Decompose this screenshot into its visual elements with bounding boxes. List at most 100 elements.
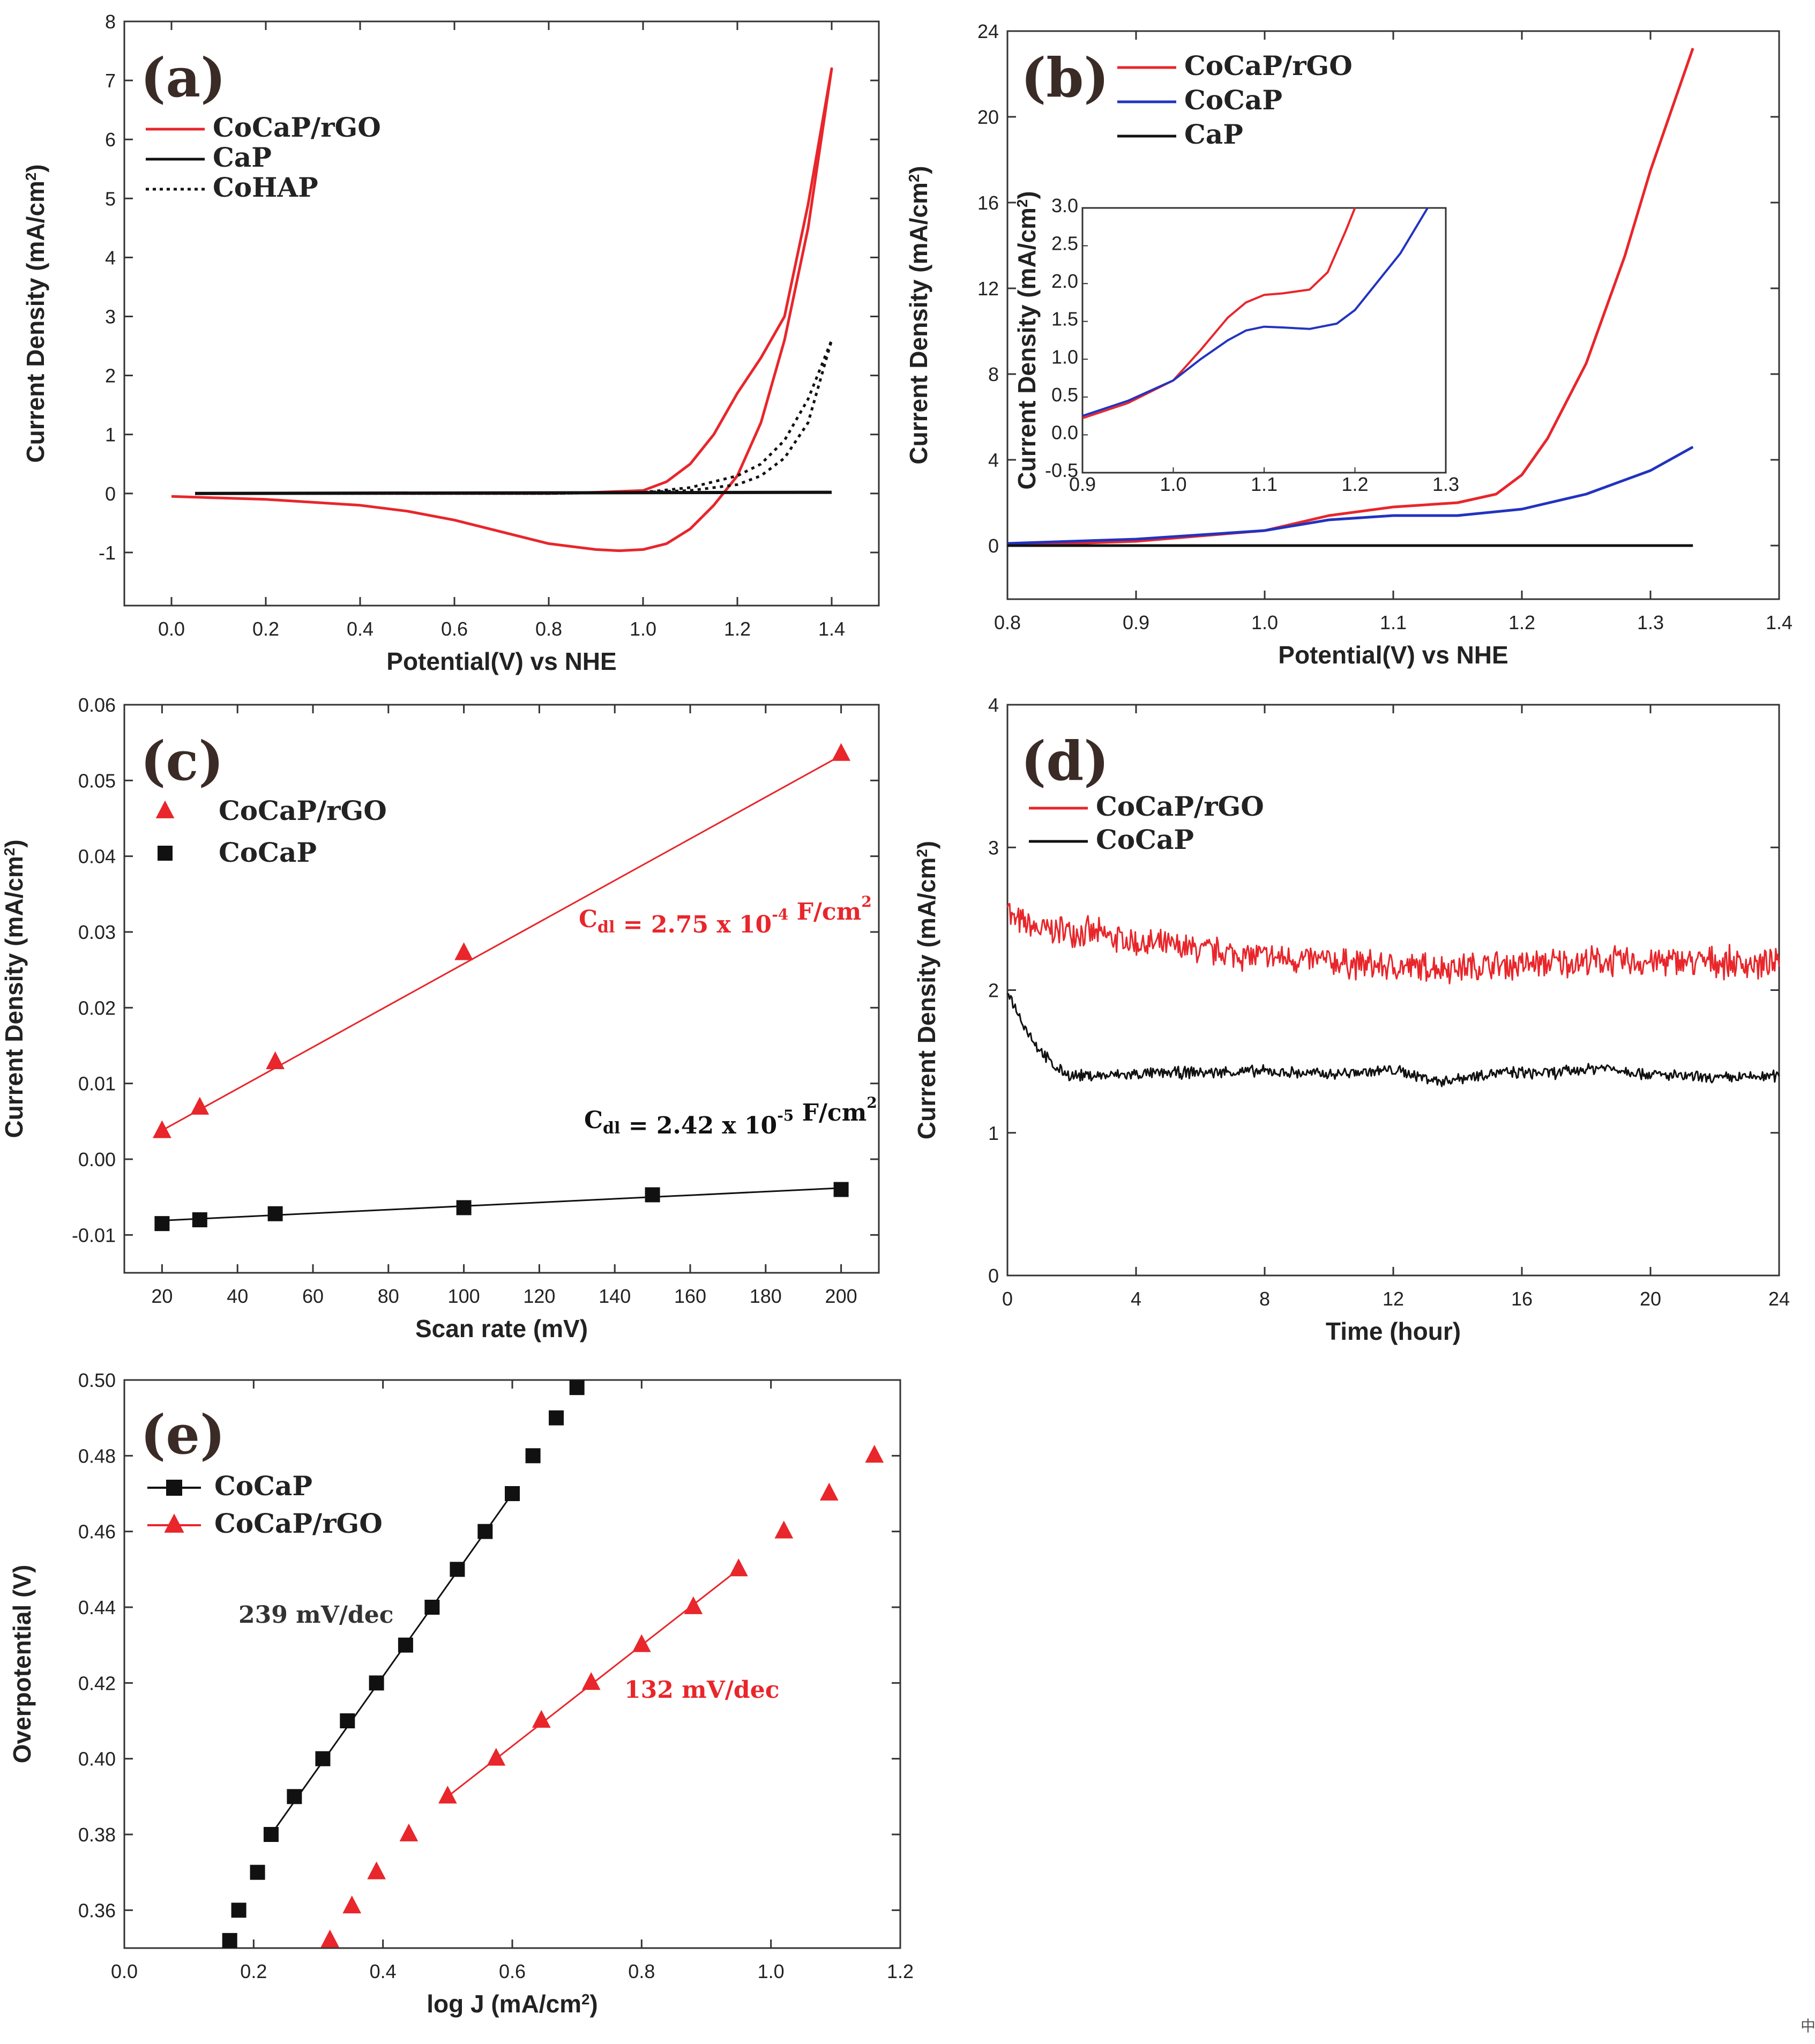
fit-line-cocap — [270, 1493, 513, 1835]
y-tick-label: -0.01 — [72, 1224, 116, 1246]
x-tick-label: 16 — [1511, 1288, 1533, 1310]
plot-frame — [123, 1379, 901, 1949]
x-tick-label: 60 — [302, 1285, 324, 1307]
inset-x-tick-label: 1.1 — [1251, 473, 1278, 495]
y-tick-label: 0.46 — [78, 1521, 116, 1543]
data-point-cocaprgo — [774, 1520, 794, 1539]
chart-panel-a: 0.0 0.2 0.4 0.6 0.8 1.0 1.2 1.4 -1 0 1 2 3 4 5 6 7 8 Poten… — [21, 11, 880, 675]
x-tick-label: 20 — [1640, 1288, 1661, 1310]
chart-panel-b: 0.8 0.9 1.0 1.1 1.2 1.3 1.4 0 4 8 12 16 20 24 Potentia… — [905, 20, 1792, 669]
y-tick-label: 8 — [105, 11, 116, 33]
data-point-cocaprgo — [487, 1748, 506, 1766]
x-tick-label: 180 — [750, 1285, 782, 1307]
y-tick-label: 0.00 — [78, 1148, 116, 1170]
x-tick-label: 0 — [1002, 1288, 1013, 1310]
inset-frame — [1081, 207, 1447, 474]
data-point-cocaprgo — [190, 1096, 210, 1115]
x-tick-label: 160 — [674, 1285, 706, 1307]
x-tick-label: 200 — [825, 1285, 857, 1307]
y-tick-label: 24 — [977, 20, 999, 42]
panel-label-a: (a) — [140, 46, 226, 109]
y-tick-label: 0 — [105, 483, 116, 505]
data-point-cocap — [192, 1212, 207, 1228]
y-tick-label: 0.05 — [78, 770, 116, 792]
y-tick-label: 0.04 — [78, 846, 116, 868]
plot-frame — [123, 20, 880, 607]
series-line-cohap — [195, 339, 833, 495]
inset-x-tick-label: 1.0 — [1160, 473, 1186, 495]
y-tick-label: -1 — [99, 542, 116, 564]
inset-chart: 0.9 1.0 1.1 1.2 1.3 -0.5 0.0 0.5 1.0 1.5 2.0 2.5 3.0… — [1013, 191, 1459, 495]
y-tick-label: 7 — [105, 70, 116, 92]
legend-label: CoCaP — [1096, 824, 1194, 855]
inset-x-tick-label: 1.2 — [1341, 473, 1368, 495]
inset-y-tick-label: 3.0 — [1051, 195, 1078, 217]
legend-marker — [158, 846, 173, 861]
legend-label: CoCaP/rGO — [219, 795, 387, 826]
y-axis-label: Current Density (mA/cm2) — [21, 164, 49, 462]
x-tick-label: 0.8 — [994, 611, 1021, 633]
inset-y-tick-label: 1.5 — [1051, 308, 1078, 330]
x-axis-label: Scan rate (mV) — [415, 1315, 588, 1342]
x-tick-label: 0.4 — [347, 618, 374, 640]
legend-label: CoHAP — [213, 171, 318, 203]
panel-label-c: (c) — [140, 729, 224, 793]
capacitance-annotation: Cdl = 2.42 x 10-5 F/cm2 — [584, 1094, 877, 1139]
x-axis-label: Potential(V) vs NHE — [1278, 641, 1508, 669]
data-point-cocap — [250, 1864, 265, 1880]
inset-y-axis-label: Current Density (mA/cm2) — [1013, 191, 1041, 489]
inset-y-tick-label: 2.5 — [1051, 233, 1078, 255]
x-tick-label: 1.1 — [1380, 611, 1407, 633]
data-point-cocaprgo — [320, 1929, 340, 1948]
legend-marker — [155, 800, 175, 818]
x-tick-label: 1.3 — [1637, 611, 1664, 633]
slope-annotation: 239 mV/dec — [238, 1601, 393, 1629]
x-tick-label: 140 — [599, 1285, 631, 1307]
data-point-cocap — [315, 1751, 331, 1766]
data-point-cocap — [505, 1486, 520, 1501]
chart-panel-c: 20 40 60 80 100 120 140 160 180 200 -0.01 0.00 0.01 0… — [0, 694, 880, 1342]
data-point-cocaprgo — [832, 743, 850, 761]
data-point-cocap — [369, 1675, 384, 1691]
y-tick-label: 12 — [977, 278, 999, 300]
data-point-cocap — [154, 1216, 170, 1232]
y-tick-label: 2 — [988, 980, 999, 1002]
x-tick-label: 4 — [1131, 1288, 1141, 1310]
data-point-cocaprgo — [684, 1596, 703, 1614]
data-point-cocap — [263, 1827, 279, 1842]
y-tick-label: 8 — [988, 363, 999, 385]
data-point-cocap — [287, 1789, 302, 1804]
x-tick-label: 1.0 — [630, 618, 656, 640]
y-tick-label: 0.38 — [78, 1824, 116, 1846]
data-point-cocap — [456, 1200, 472, 1215]
panel-label-b: (b) — [1021, 46, 1109, 109]
data-point-cocap — [450, 1562, 465, 1577]
fit-line-cocap — [162, 1187, 841, 1221]
legend-label: CoCaP/rGO — [1096, 790, 1264, 822]
x-tick-label: 8 — [1259, 1288, 1270, 1310]
data-point-cocaprgo — [865, 1445, 884, 1463]
legend-label: CaP — [1184, 118, 1243, 150]
data-point-cocap — [569, 1380, 585, 1396]
x-tick-label: 20 — [151, 1285, 173, 1307]
y-tick-label: 5 — [105, 188, 116, 210]
series-line-cocap — [1007, 993, 1780, 1087]
capacitance-annotation: Cdl = 2.75 x 10-4 F/cm2 — [579, 893, 872, 938]
x-tick-label: 24 — [1768, 1288, 1790, 1310]
y-tick-label: 0.40 — [78, 1748, 116, 1770]
series-line-cocaprgo — [1006, 902, 1780, 984]
y-tick-label: 0.02 — [78, 997, 116, 1019]
x-tick-label: 0.4 — [370, 1960, 397, 1982]
y-tick-label: 0.06 — [78, 694, 116, 716]
x-tick-label: 0.8 — [628, 1960, 655, 1982]
x-tick-label: 0.2 — [252, 618, 279, 640]
legend-label: CoCaP/rGO — [213, 111, 381, 143]
x-tick-label: 80 — [378, 1285, 399, 1307]
x-tick-label: 0.6 — [499, 1960, 526, 1982]
chart-panel-e: 0.0 0.2 0.4 0.6 0.8 1.0 1.2 0.36 0.38 0.40 0.42 0.4… — [8, 1369, 914, 2018]
data-point-cocaprgo — [266, 1051, 285, 1070]
legend-marker — [166, 1480, 182, 1496]
legend-label: CoCaP/rGO — [214, 1508, 383, 1539]
y-tick-label: 4 — [988, 694, 999, 716]
inset-y-tick-label: -0.5 — [1045, 459, 1078, 481]
